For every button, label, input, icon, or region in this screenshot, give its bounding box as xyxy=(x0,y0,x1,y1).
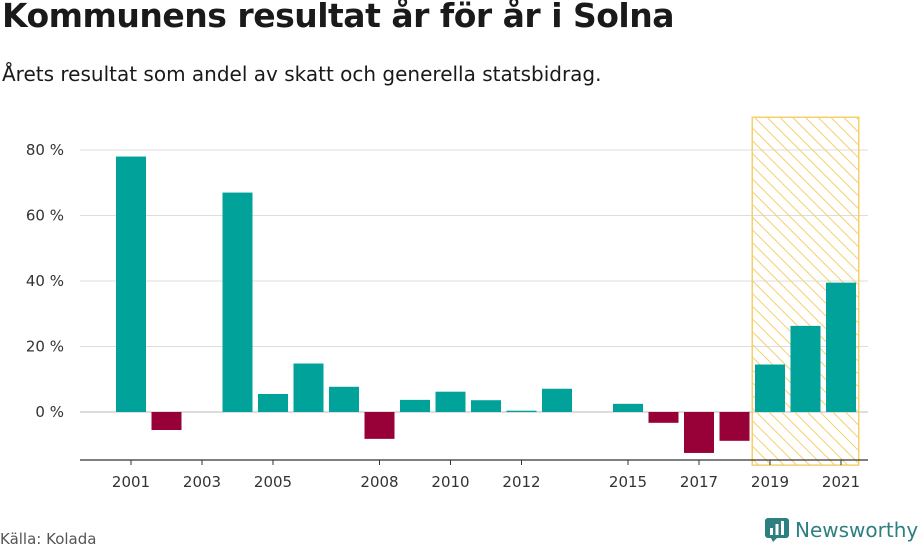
bar-2006 xyxy=(293,363,324,412)
y-tick-label: 60 % xyxy=(26,207,64,225)
y-tick-label: 80 % xyxy=(26,141,64,159)
gridlines xyxy=(80,149,868,413)
x-tick-label: 2001 xyxy=(112,473,150,491)
bar-2007 xyxy=(329,386,359,412)
bar-2012 xyxy=(506,410,537,412)
bar-2013 xyxy=(542,388,572,412)
x-tick-label: 2005 xyxy=(254,473,292,491)
x-tick-label: 2003 xyxy=(183,473,221,491)
x-tick-label: 2021 xyxy=(822,473,860,491)
bar-2017 xyxy=(684,412,714,453)
x-tick-label: 2017 xyxy=(680,473,718,491)
bar-2002 xyxy=(151,412,182,431)
x-tick-label: 2015 xyxy=(609,473,647,491)
x-tick-label: 2010 xyxy=(431,473,469,491)
chart-title: Kommunens resultat år för år i Solna xyxy=(2,0,675,35)
newsworthy-logo-icon xyxy=(765,518,789,542)
x-tick-label: 2008 xyxy=(360,473,398,491)
y-tick-label: 20 % xyxy=(26,338,64,356)
bar-2011 xyxy=(471,400,501,412)
bar-2015 xyxy=(613,403,643,412)
x-tick-label: 2012 xyxy=(502,473,540,491)
source-note: Källa: Kolada xyxy=(0,530,97,548)
bar-2021 xyxy=(826,282,856,412)
bar-2019 xyxy=(755,364,785,412)
axes: 0 % 20 % 40 % 60 % 80 % 2001 2003 2005 2008 2010 2… xyxy=(26,141,868,491)
bar-2016 xyxy=(648,412,679,423)
brand-logo[interactable]: Newsworthy xyxy=(765,518,918,542)
x-tick-label: 2019 xyxy=(751,473,789,491)
y-tick-label: 40 % xyxy=(26,272,64,290)
bar-2004 xyxy=(222,192,253,412)
bar-2001 xyxy=(116,156,146,412)
bar-2020 xyxy=(790,325,821,412)
bar-2005 xyxy=(258,393,288,412)
bar-2018 xyxy=(719,412,750,441)
y-tick-label: 0 % xyxy=(35,403,64,421)
bar-2008 xyxy=(364,412,395,439)
chart-subtitle: Årets resultat som andel av skatt och ge… xyxy=(2,62,602,86)
bar-2009 xyxy=(400,399,430,412)
bar-2010 xyxy=(435,391,466,412)
brand-name: Newsworthy xyxy=(795,518,919,542)
bars xyxy=(116,156,856,453)
